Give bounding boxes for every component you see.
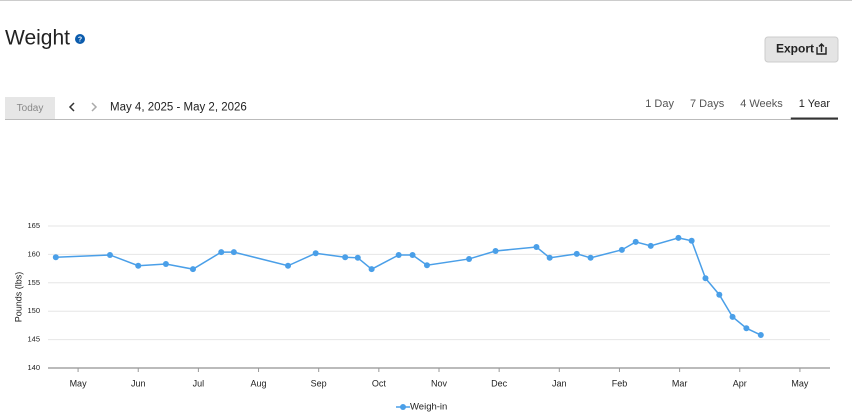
- y-tick-label: 160: [27, 249, 40, 258]
- legend-label: Weigh-in: [410, 402, 447, 413]
- weigh-in-point: [647, 242, 654, 249]
- weight-line: [55, 237, 762, 336]
- y-axis-label: Pounds (lbs): [13, 272, 23, 323]
- x-tick-label: Nov: [431, 378, 448, 388]
- x-tick-label: Jul: [193, 378, 205, 388]
- help-icon[interactable]: [75, 34, 85, 44]
- range-tab[interactable]: 7 Days: [690, 98, 725, 110]
- today-button[interactable]: [5, 97, 55, 119]
- weigh-in-point: [675, 234, 682, 241]
- weigh-in-point: [729, 313, 736, 320]
- next-arrow[interactable]: [91, 102, 98, 112]
- range-tab[interactable]: 1 Year: [799, 98, 831, 110]
- y-tick-label: 140: [27, 363, 40, 372]
- weigh-in-point: [688, 237, 695, 244]
- weigh-in-point: [395, 251, 402, 258]
- weigh-in-point: [354, 254, 361, 261]
- legend-marker: [400, 404, 406, 410]
- page-title: Weight: [5, 27, 70, 50]
- x-tick-label: Dec: [491, 378, 508, 388]
- weigh-in-point: [52, 254, 59, 261]
- x-tick-label: Mar: [672, 378, 688, 388]
- x-tick-label: Jun: [131, 378, 146, 388]
- weigh-in-point: [312, 250, 319, 257]
- x-tick-label: Jan: [552, 378, 567, 388]
- prev-arrow[interactable]: [68, 102, 75, 112]
- weigh-in-point: [573, 250, 580, 257]
- x-tick-label: May: [70, 378, 88, 388]
- y-tick-label: 145: [27, 335, 40, 344]
- weigh-in-point: [342, 254, 349, 261]
- weigh-in-point: [162, 261, 169, 268]
- weigh-in-point: [702, 275, 709, 282]
- x-tick-label: Feb: [612, 378, 628, 388]
- weigh-in-point: [618, 246, 625, 253]
- weigh-in-point: [218, 249, 225, 256]
- export-label: Export: [776, 42, 814, 56]
- weigh-in-point: [135, 262, 142, 269]
- y-tick-label: 165: [27, 221, 40, 230]
- weigh-in-point: [466, 255, 473, 262]
- range-tab[interactable]: 1 Day: [645, 98, 674, 110]
- x-tick-label: Aug: [251, 378, 267, 388]
- weigh-in-point: [409, 251, 416, 258]
- y-tick-label: 155: [27, 278, 40, 287]
- weigh-in-point: [546, 254, 553, 261]
- today-label: Today: [17, 103, 44, 114]
- export-button[interactable]: [764, 36, 839, 63]
- x-tick-label: Apr: [733, 378, 747, 388]
- weigh-in-point: [632, 238, 639, 245]
- weigh-in-point: [492, 247, 499, 254]
- y-tick-label: 150: [27, 306, 40, 315]
- export-icon: [816, 43, 827, 55]
- weigh-in-point: [368, 266, 375, 273]
- weigh-in-point: [587, 254, 594, 261]
- weigh-in-point: [285, 262, 292, 269]
- weigh-in-point: [533, 244, 540, 251]
- weigh-in-point: [716, 291, 723, 298]
- x-tick-label: Sep: [311, 378, 327, 388]
- weigh-in-point: [757, 332, 764, 339]
- weigh-in-point: [423, 262, 430, 269]
- range-tab[interactable]: 4 Weeks: [740, 98, 783, 110]
- help-mark: ?: [78, 36, 82, 43]
- date-range: May 4, 2025 - May 2, 2026: [110, 102, 247, 114]
- x-tick-label: May: [791, 378, 809, 388]
- weigh-in-point: [743, 325, 750, 332]
- weigh-in-point: [230, 249, 237, 256]
- weigh-in-point: [106, 251, 113, 258]
- weigh-in-point: [189, 266, 196, 273]
- x-tick-label: Oct: [372, 378, 387, 388]
